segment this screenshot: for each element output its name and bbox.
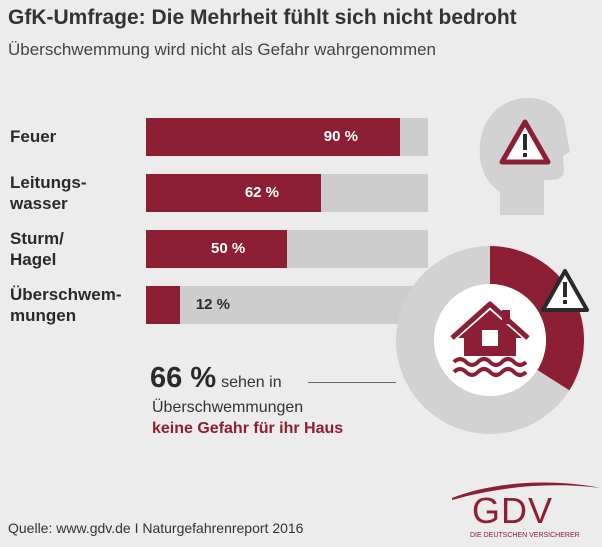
gdv-logo-swoosh (452, 482, 600, 500)
bar-track: 62 % (146, 174, 428, 212)
bar-track: 12 % (146, 286, 428, 324)
category-label: Leitungs-wasser (10, 173, 87, 213)
chart-title: GfK-Umfrage: Die Mehrheit fühlt sich nic… (8, 6, 517, 29)
source-note: Quelle: www.gdv.de I Naturgefahrenreport… (8, 520, 304, 536)
category-label: Überschwem-mungen (10, 285, 122, 325)
bar-value-label: 12 % (195, 296, 231, 313)
gdv-logo-subtitle: DIE DEUTSCHEN VERSICHERER (470, 532, 580, 539)
warning-triangle-icon (541, 269, 589, 312)
bar-track: 50 % (146, 230, 428, 268)
callout-line3: keine Gefahr für ihr Haus (152, 420, 344, 437)
bar-track: 90 % (146, 118, 428, 156)
callout-after: sehen in (221, 374, 282, 391)
bar-value-label: 62 % (244, 184, 280, 201)
gdv-logo: GDV (472, 490, 554, 531)
flooded-house-icon (450, 301, 530, 377)
category-label: Feuer (10, 127, 57, 146)
bar-value-label: 90 % (323, 128, 358, 145)
bar (146, 174, 321, 212)
callout-stat: 66 % sehen in (150, 362, 282, 395)
bar (146, 286, 180, 324)
callout-leader-line (308, 382, 396, 383)
bar (146, 118, 400, 156)
callout-line2: Überschwemmungen (152, 399, 304, 416)
bar (146, 230, 287, 268)
chart-subtitle: Überschwemmung wird nicht als Gefahr wah… (8, 40, 437, 59)
callout-number: 66 % (150, 362, 217, 394)
category-label: Sturm/Hagel (10, 229, 64, 269)
donut-slice (395, 246, 570, 434)
bar-value-label: 50 % (211, 240, 246, 257)
head-warning-icon (479, 97, 570, 215)
